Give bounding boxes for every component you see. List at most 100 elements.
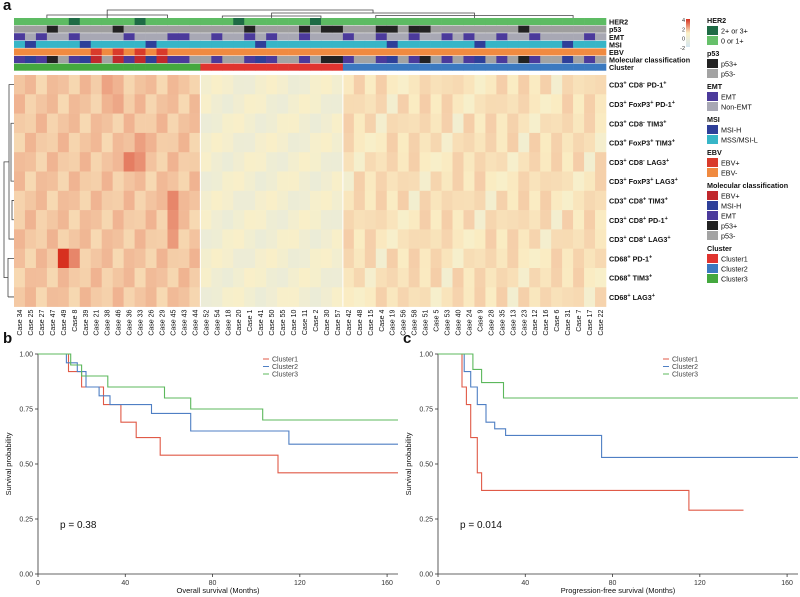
heatmap-cell (573, 75, 585, 95)
annotation-cell (178, 48, 190, 56)
annotation-cell (266, 18, 278, 26)
annotation-cell (79, 18, 92, 26)
heatmap-cell (496, 152, 508, 172)
annotation-cell (397, 56, 409, 64)
annotation-cell (167, 40, 179, 48)
heatmap-cell (397, 113, 409, 134)
annotation-cell (507, 25, 519, 33)
heatmap-cell (364, 268, 377, 288)
heatmap-cell (134, 287, 146, 307)
heatmap-cell (14, 229, 26, 249)
heatmap-cell (24, 113, 37, 134)
heatmap-cell (507, 190, 519, 211)
heatmap-cell (266, 287, 278, 307)
heatmap-cell (101, 248, 113, 269)
heatmap-cell (331, 171, 344, 192)
heatmap-cell (310, 248, 322, 269)
annotation-cell (419, 40, 431, 48)
heatmap-cell (112, 210, 124, 230)
heatmap-cell (441, 132, 453, 153)
legend-swatch (707, 274, 718, 283)
annotation-track-label: MSI (609, 40, 622, 49)
annotation-cell (14, 33, 26, 41)
heatmap-cell (551, 75, 563, 95)
annotation-cell (386, 25, 399, 33)
heatmap-cell (134, 229, 146, 249)
heatmap-cell (255, 190, 267, 211)
annotation-cell (310, 25, 322, 33)
annotation-cell (375, 56, 388, 64)
heatmap-cell (595, 171, 607, 192)
heatmap-cell (46, 75, 59, 95)
heatmap-cell (288, 190, 300, 211)
annotation-cell (364, 25, 377, 33)
heatmap-cell (244, 190, 256, 211)
annotation-cell (485, 63, 497, 71)
annotation-cell (441, 33, 453, 41)
heatmap-cell (595, 94, 607, 114)
annotation-cell (222, 63, 234, 71)
heatmap-cell (397, 75, 409, 95)
heatmap-cell (90, 229, 103, 249)
annotation-cell (551, 18, 563, 26)
annotation-cell (244, 33, 256, 41)
heatmap-cell (331, 248, 344, 269)
heatmap-cell (46, 132, 59, 153)
heatmap-cell (452, 94, 464, 114)
heatmap-cell (200, 75, 212, 95)
heatmap-cell (101, 94, 113, 114)
heatmap-cell (375, 229, 388, 249)
annotation-cell (430, 63, 442, 71)
annotation-cell (145, 33, 157, 41)
annotation-cell (145, 25, 157, 33)
annotation-cell (485, 48, 497, 56)
annotation-cell (156, 18, 168, 26)
heatmap-cell (485, 248, 497, 269)
heatmap-cell (200, 229, 212, 249)
heatmap-cell (35, 229, 48, 249)
heatmap-cell (496, 287, 508, 307)
heatmap-cell (46, 229, 59, 249)
heatmap-cell (430, 268, 442, 288)
heatmap-cell (441, 210, 453, 230)
heatmap-cell (518, 229, 530, 249)
heatmap-cell (233, 229, 245, 249)
heatmap-cell (178, 75, 190, 95)
annotation-cell (90, 33, 103, 41)
legend-label: MSI-H (721, 202, 741, 211)
heatmap-column-label: Case 55 (280, 309, 287, 335)
heatmap-cell (145, 287, 157, 307)
heatmap-cell (35, 190, 48, 211)
heatmap-cell (46, 152, 59, 172)
annotation-cell (57, 25, 70, 33)
annotation-cell (90, 18, 103, 26)
annotation-cell (90, 48, 103, 56)
heatmap-cell (211, 287, 223, 307)
legend-swatch (707, 201, 718, 210)
annotation-cell (145, 48, 157, 56)
annotation-cell (24, 25, 37, 33)
heatmap-cell (90, 132, 103, 153)
heatmap-cell (551, 94, 563, 114)
annotation-cell (595, 33, 607, 41)
annotation-cell (320, 18, 333, 26)
heatmap-cell (134, 113, 146, 134)
heatmap-cell (353, 287, 366, 307)
heatmap-cell (178, 113, 190, 134)
heatmap-cell (288, 268, 300, 288)
heatmap-cell (57, 268, 70, 288)
heatmap-cell (14, 113, 26, 134)
heatmap-cell (441, 229, 453, 249)
annotation-cell (112, 18, 124, 26)
annotation-cell (57, 33, 70, 41)
heatmap-cell (507, 132, 519, 153)
annotation-cell (310, 56, 322, 64)
annotation-cell (353, 25, 366, 33)
heatmap-cell (463, 113, 475, 134)
annotation-cell (595, 25, 607, 33)
heatmap-cell (474, 248, 486, 269)
heatmap-cell (266, 229, 278, 249)
annotation-cell (24, 48, 37, 56)
heatmap-cell (200, 171, 212, 192)
heatmap-cell (79, 132, 92, 153)
